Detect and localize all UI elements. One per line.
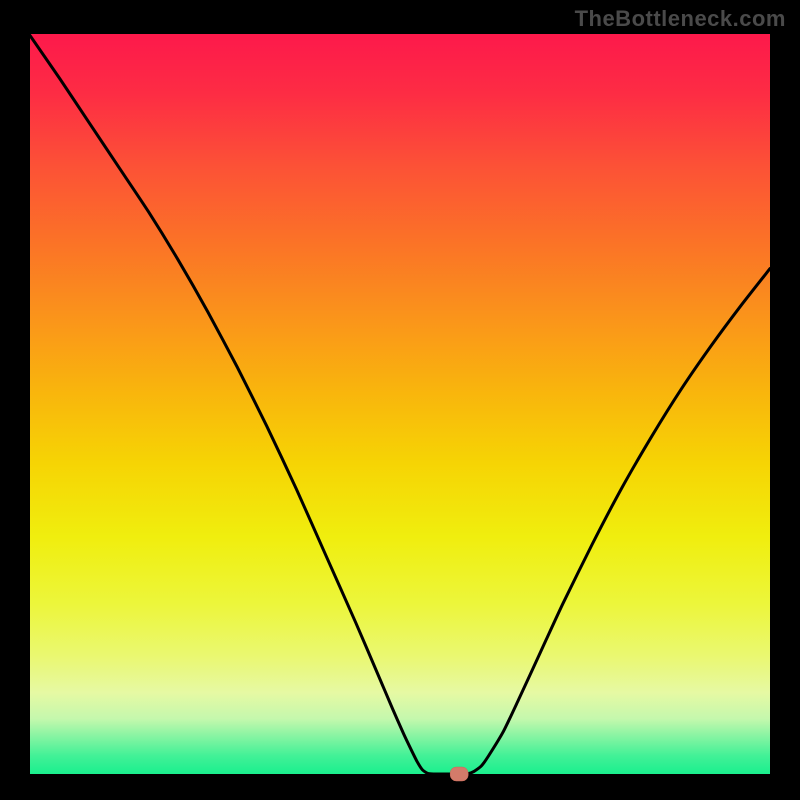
watermark-label: TheBottleneck.com — [575, 6, 786, 32]
optimal-point-marker — [450, 767, 468, 781]
bottleneck-curve-chart — [0, 0, 800, 800]
bottleneck-chart-container: TheBottleneck.com — [0, 0, 800, 800]
plot-background — [30, 34, 770, 774]
